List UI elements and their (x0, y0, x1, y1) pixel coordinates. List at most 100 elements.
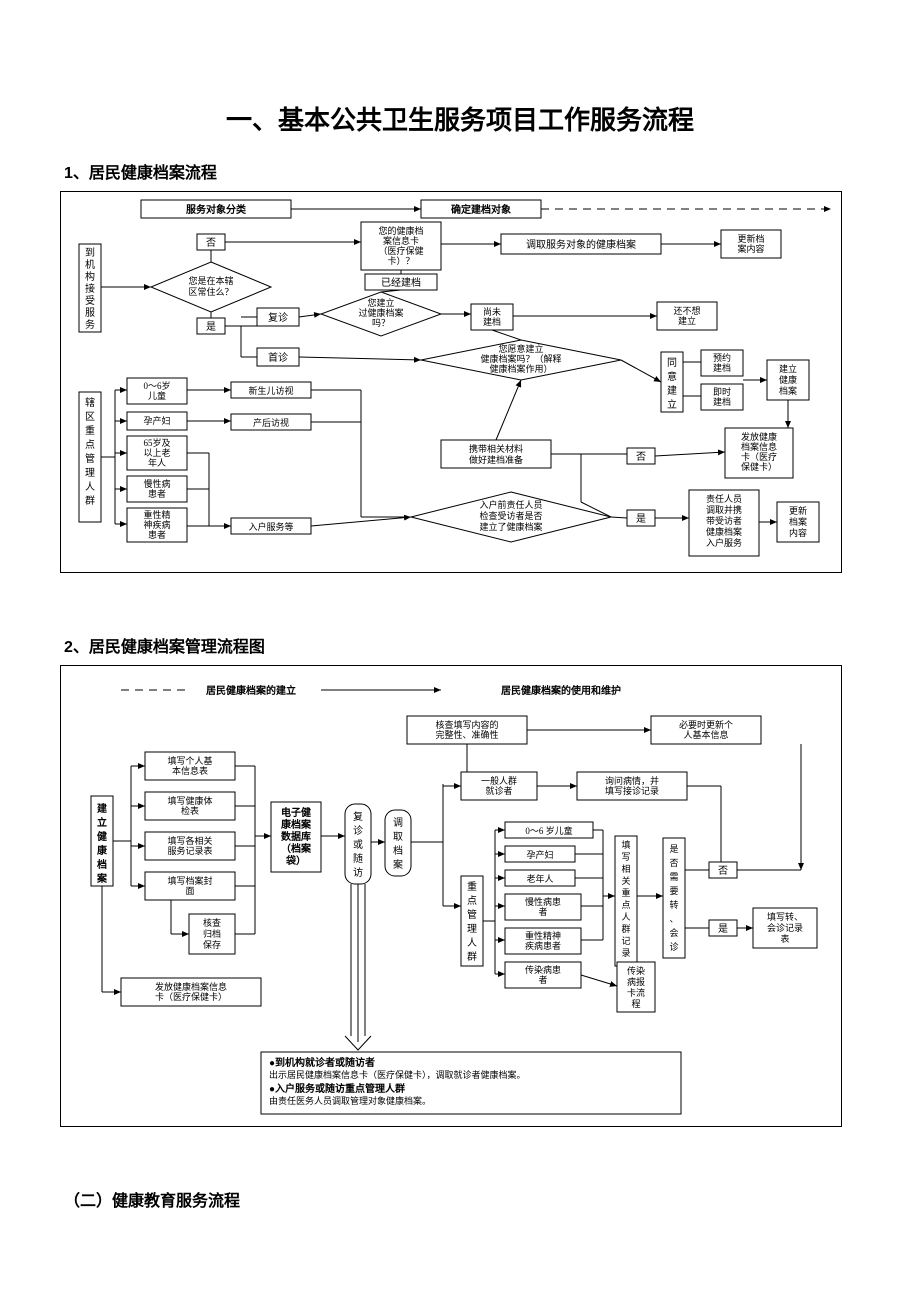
svg-text:务: 务 (85, 318, 95, 331)
svg-text:康档案: 康档案 (281, 818, 312, 831)
svg-text:调取并携: 调取并携 (706, 504, 742, 515)
d2-note-l1: 出示居民健康档案信息卡（医疗保健卡），调取就诊者健康档案。 (269, 1069, 526, 1080)
yes-1: 是 (206, 321, 216, 333)
svg-text:带受访者: 带受访者 (706, 515, 742, 526)
svg-text:理: 理 (467, 923, 477, 935)
svg-text:案: 案 (393, 858, 403, 871)
svg-text:建立了健康档案: 建立了健康档案 (479, 521, 542, 532)
svg-text:核查填写内容的: 核查填写内容的 (435, 719, 498, 730)
svg-text:就诊者: 就诊者 (485, 785, 512, 796)
diagram-2: 居民健康档案的建立 居民健康档案的使用和维护 建 立 健 康 档 案 建立健康档… (60, 665, 842, 1127)
svg-text:立: 立 (97, 816, 107, 829)
svg-text:人: 人 (621, 912, 630, 922)
svg-text:慢性病患: 慢性病患 (525, 896, 561, 907)
svg-text:点: 点 (85, 439, 95, 451)
svg-text:传染病患: 传染病患 (525, 964, 561, 975)
hdr-left: 服务对象分类 (186, 203, 246, 216)
svg-text:重: 重 (467, 880, 477, 893)
svg-text:检表: 检表 (181, 805, 199, 816)
svg-text:建档: 建档 (713, 362, 731, 373)
diagram-1: 服务对象分类 确定建档对象 到 机 构 接 受 服 务 到机构接受服务者 您是在… (60, 191, 842, 573)
svg-text:服务记录表: 服务记录表 (167, 845, 212, 856)
svg-text:电子健: 电子健 (281, 806, 311, 819)
hdr-right: 确定建档对象 (451, 203, 511, 216)
svg-text:记: 记 (621, 936, 630, 946)
svg-text:健康档案: 健康档案 (706, 526, 742, 537)
svg-text:表: 表 (780, 933, 789, 944)
svg-text:携带相关材料: 携带相关材料 (469, 443, 523, 454)
svg-text:点: 点 (467, 895, 477, 907)
svg-text:、: 、 (669, 914, 678, 924)
svg-text:填写转、: 填写转、 (767, 911, 803, 922)
svg-text:询问病情，并: 询问病情，并 (605, 775, 659, 786)
d2-hdr2: 居民健康档案的使用和维护 (501, 684, 621, 697)
svg-text:做好建档准备: 做好建档准备 (469, 454, 523, 465)
d2-no: 否 (718, 865, 728, 877)
svg-text:本信息表: 本信息表 (172, 765, 208, 776)
svg-text:填写档案封: 填写档案封 (167, 875, 212, 886)
svg-text:填写接诊记录: 填写接诊记录 (605, 785, 659, 796)
d2-note-l2: 由责任医务人员调取管理对象健康档案。 (269, 1095, 431, 1106)
svg-text:需: 需 (669, 872, 678, 882)
svg-text:患者: 患者 (148, 529, 166, 540)
svg-text:建立: 建立 (779, 363, 797, 374)
svg-text:完整性、准确性: 完整性、准确性 (435, 729, 498, 740)
svg-text:必要时更新个: 必要时更新个 (679, 719, 733, 730)
d2-k2: 孕产妇 (526, 849, 553, 860)
svg-text:康: 康 (97, 844, 108, 857)
svg-text:核查: 核查 (203, 917, 221, 928)
svg-text:重性精: 重性精 (143, 509, 170, 520)
svg-text:构: 构 (85, 270, 95, 283)
svg-text:意: 意 (667, 370, 677, 383)
svg-text:会诊记录: 会诊记录 (767, 922, 803, 933)
d2-note-t1: ●到机构就诊者或随访者 (269, 1056, 375, 1069)
svg-text:诊: 诊 (669, 941, 678, 952)
svg-text:要: 要 (669, 886, 678, 896)
svg-text:卡）？: 卡）？ (387, 255, 414, 266)
svg-text:以上老: 以上老 (143, 447, 170, 458)
svg-text:入户前责任人员: 入户前责任人员 (479, 499, 542, 510)
svg-text:人: 人 (85, 481, 95, 493)
svg-text:关: 关 (621, 875, 630, 886)
svg-text:是: 是 (669, 844, 678, 854)
svg-text:群: 群 (85, 494, 95, 507)
svg-text:疾病患者: 疾病患者 (525, 940, 561, 951)
svg-text:随: 随 (353, 852, 363, 865)
svg-text:卡流: 卡流 (627, 987, 645, 998)
svg-text:人基本信息: 人基本信息 (683, 729, 728, 740)
svg-text:还不想: 还不想 (673, 305, 700, 316)
act-3: 入户服务等 (248, 521, 293, 532)
svg-text:否: 否 (669, 858, 678, 868)
svg-text:责任人员: 责任人员 (706, 493, 742, 504)
svg-text:管: 管 (467, 908, 477, 921)
svg-text:尚未: 尚未 (483, 306, 501, 317)
svg-text:填写健康体: 填写健康体 (167, 795, 212, 806)
svg-text:填: 填 (621, 839, 630, 850)
svg-text:健康档案作用）: 健康档案作用） (489, 363, 552, 374)
svg-text:数据库: 数据库 (281, 830, 311, 843)
svg-text:档案信息: 档案信息 (741, 441, 777, 452)
svg-text:重: 重 (621, 887, 630, 898)
svg-text:慢性病: 慢性病 (143, 478, 170, 489)
svg-text:传染: 传染 (627, 965, 645, 976)
svg-text:患者: 患者 (148, 488, 166, 499)
svg-text:建立: 建立 (678, 315, 696, 326)
svg-text:访: 访 (353, 867, 363, 879)
svg-text:诊: 诊 (353, 824, 363, 837)
svg-text:区常住么？: 区常住么？ (188, 286, 233, 297)
svg-text:重: 重 (85, 424, 95, 437)
svg-text:内容: 内容 (789, 527, 807, 538)
svg-text:（档案: （档案 (281, 842, 312, 855)
svg-text:建: 建 (667, 384, 677, 397)
svg-text:重性精神: 重性精神 (525, 930, 561, 941)
svg-text:档: 档 (96, 858, 107, 871)
fou: 否 (636, 451, 646, 463)
svg-text:儿童: 儿童 (148, 390, 166, 401)
svg-text:65岁及: 65岁及 (143, 437, 170, 448)
svg-text:建: 建 (96, 802, 108, 815)
svg-text:接: 接 (85, 282, 95, 295)
svg-text:您是在本辖: 您是在本辖 (188, 275, 233, 286)
svg-text:受: 受 (85, 295, 95, 307)
svg-text:群: 群 (621, 923, 630, 934)
svg-text:更新档: 更新档 (737, 233, 764, 244)
